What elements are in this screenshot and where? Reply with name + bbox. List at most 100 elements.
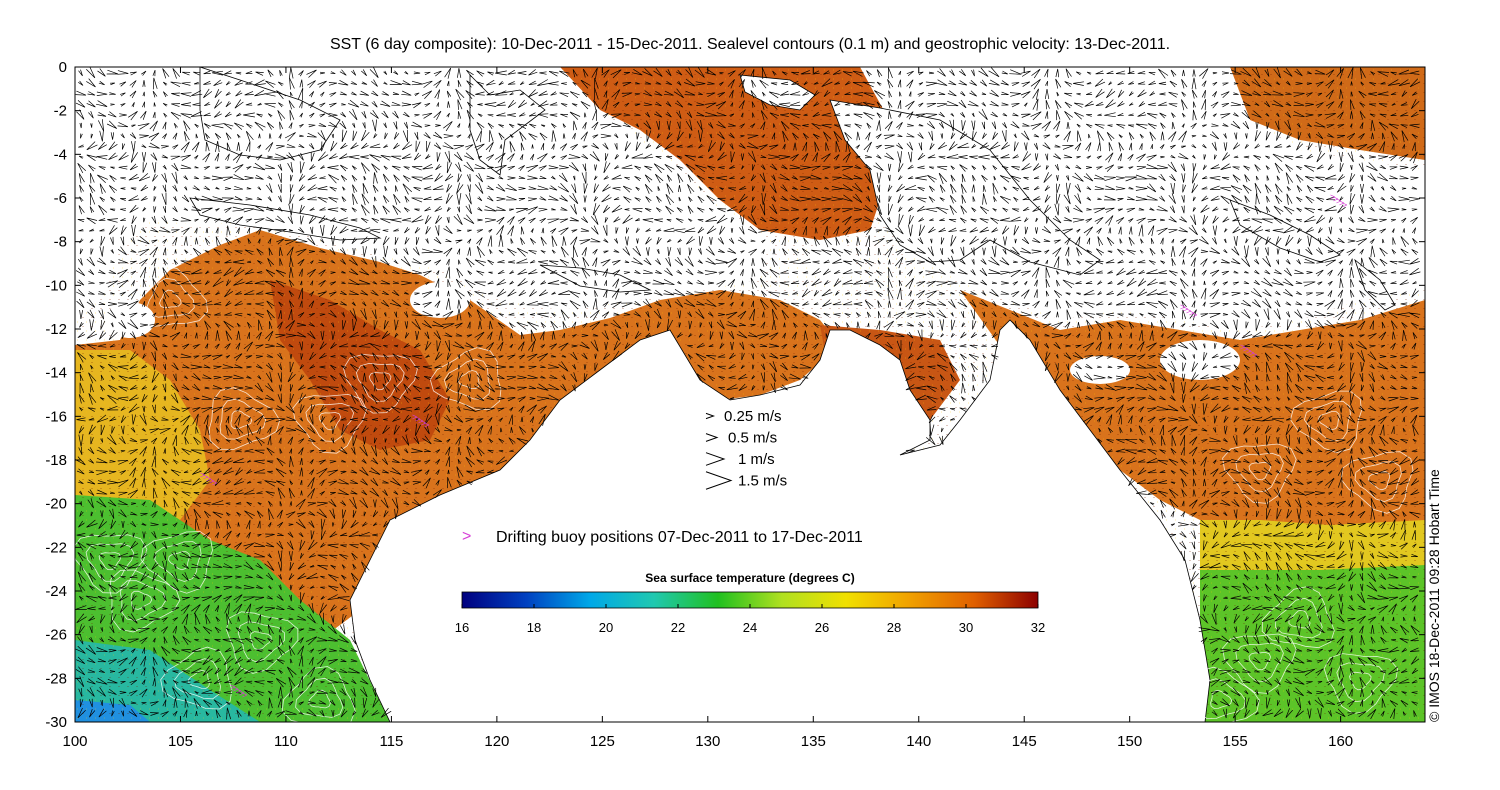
buoy-marker: > <box>1192 310 1197 320</box>
sealevel-contour <box>1354 461 1402 503</box>
new-guinea-land <box>829 99 1101 276</box>
sealevel-contour <box>507 550 530 570</box>
buoy-marker: > <box>418 416 423 426</box>
sealevel-contour <box>493 539 540 581</box>
sulawesi-land <box>469 74 546 176</box>
velocity-legend-arrow <box>705 452 726 466</box>
y-tick-label: -24 <box>45 583 67 600</box>
solomon-islands-land <box>1229 199 1341 263</box>
y-tick-label: -20 <box>45 496 67 513</box>
buoy-marker: > <box>236 686 241 696</box>
y-tick-label: -28 <box>45 670 67 687</box>
buoy-marker: > <box>1243 344 1248 354</box>
buoy-marker: > <box>1333 194 1338 204</box>
colorbar-tick-label: 24 <box>743 620 757 635</box>
buoy-marker: > <box>239 688 244 698</box>
buoy-marker: > <box>1186 306 1191 316</box>
velocity-legend-label: 0.5 m/s <box>728 430 777 447</box>
velocity-legend-arrow <box>705 433 719 442</box>
copyright-timestamp: © IMOS 18-Dec-2011 09:28 Hobart Time <box>1426 469 1442 722</box>
colorbar-tick-label: 20 <box>599 620 613 635</box>
buoy-marker: > <box>412 412 417 422</box>
colorbar-tick-label: 28 <box>887 620 901 635</box>
sealevel-contour <box>1222 633 1297 694</box>
sealevel-contour <box>160 646 233 710</box>
colorbar-tick-label: 32 <box>1031 620 1045 635</box>
borneo-land <box>199 67 341 161</box>
y-tick-label: -8 <box>54 234 67 251</box>
buoy-marker: > <box>1336 196 1341 206</box>
y-tick-label: -30 <box>45 714 67 731</box>
y-tick-label: -2 <box>54 103 67 120</box>
x-axis: 100 105 110 115 120 125 130 135 140 145 150 155 160 <box>62 67 1353 750</box>
buoy-marker: > <box>415 414 420 424</box>
colorbar-tick-label: 18 <box>527 620 541 635</box>
buoy-marker: > <box>230 682 235 692</box>
y-tick-label: -4 <box>54 146 67 163</box>
sealevel-contour <box>168 551 191 571</box>
sealevel-contour <box>1126 577 1175 618</box>
buoy-marker: > <box>212 478 217 488</box>
sealevel-contour <box>1340 451 1414 514</box>
buoy-marker: > <box>209 476 214 486</box>
sealevel-contour <box>146 277 195 318</box>
y-tick-label: -12 <box>45 321 67 338</box>
x-tick-label: 105 <box>168 733 193 750</box>
sealevel-contour <box>159 289 182 309</box>
x-tick-label: 145 <box>1012 733 1037 750</box>
sealevel-contour <box>98 552 122 571</box>
buoy-marker: > <box>200 470 205 480</box>
sealevel-contour <box>292 393 367 454</box>
sealevel-contour <box>295 677 344 718</box>
x-tick-label: 150 <box>1117 733 1142 750</box>
sealevel-contour <box>109 569 181 633</box>
buoy-legend-label: Drifting buoy positions 07-Dec-2011 to 1… <box>496 529 863 546</box>
buoy-marker: > <box>424 420 429 430</box>
y-tick-label: -26 <box>45 627 67 644</box>
velocity-legend-arrow <box>705 412 716 420</box>
x-tick-label: 115 <box>379 733 403 750</box>
sealevel-contour <box>75 534 148 594</box>
sealevel-contour <box>305 402 355 442</box>
sealevel-contour <box>281 666 356 722</box>
buoy-marker: > <box>1240 342 1245 352</box>
colorbar-tick-label: 30 <box>959 620 973 635</box>
x-tick-label: 120 <box>484 733 509 750</box>
buoy-marker: > <box>421 418 426 428</box>
sealevel-contour <box>1235 452 1284 493</box>
buoy-marker: > <box>1189 308 1194 318</box>
velocity-arrow-field <box>75 67 1421 720</box>
x-tick-label: 110 <box>274 733 298 750</box>
y-tick-label: 0 <box>59 59 67 76</box>
colorbar-tick-label: 26 <box>815 620 829 635</box>
buoy-marker: > <box>1252 350 1257 360</box>
x-tick-label: 125 <box>590 733 615 750</box>
colorbar-title: Sea surface temperature (degrees C) <box>645 571 854 585</box>
y-tick-label: -22 <box>45 539 67 556</box>
buoy-marker: > <box>242 690 247 700</box>
sealevel-contour <box>237 621 286 663</box>
y-tick-label: -6 <box>54 190 67 207</box>
sealevel-contour <box>1222 443 1297 504</box>
velocity-legend-label: 1 m/s <box>738 451 775 468</box>
velocity-vectors <box>75 67 1421 720</box>
sealevel-contour <box>1349 671 1372 691</box>
y-tick-label: -14 <box>45 365 67 382</box>
buoy-marker: > <box>1183 304 1188 314</box>
sealevel-contour <box>230 410 253 430</box>
buoy-marker: > <box>1342 200 1347 210</box>
velocity-legend-label: 1.5 m/s <box>738 473 787 490</box>
sst-colorbar: Sea surface temperature (degrees C) 16 18… <box>455 571 1045 635</box>
sealevel-contour <box>443 358 491 400</box>
buoy-marker: > <box>233 684 238 694</box>
sealevel-contour <box>1275 597 1323 639</box>
sealevel-contour <box>1317 411 1340 431</box>
x-tick-label: 135 <box>801 733 826 750</box>
x-tick-label: 155 <box>1223 733 1248 750</box>
map-title: SST (6 day composite): 10-Dec-2011 - 15-… <box>329 36 1171 53</box>
buoy-legend-symbol: > <box>462 528 471 545</box>
sealevel-contour <box>208 387 281 450</box>
sealevel-contours <box>75 265 1414 722</box>
sealevel-contour <box>174 658 222 700</box>
